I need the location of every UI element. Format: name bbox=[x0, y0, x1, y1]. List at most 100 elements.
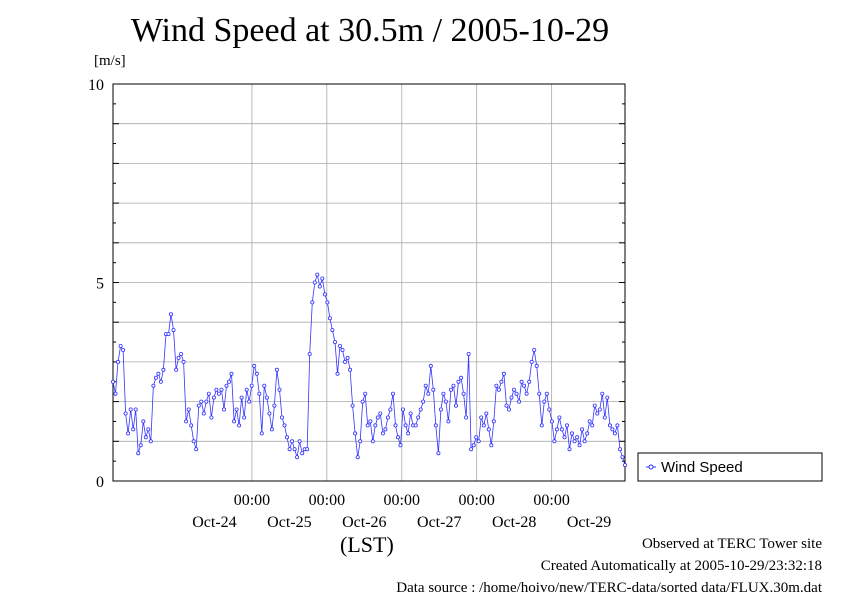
y-tick-label: 5 bbox=[96, 276, 104, 293]
data-point bbox=[443, 399, 448, 404]
data-point bbox=[118, 343, 123, 348]
data-point bbox=[436, 451, 441, 456]
data-point bbox=[620, 455, 625, 460]
y-tick-label: 0 bbox=[96, 474, 104, 491]
data-point bbox=[547, 407, 552, 412]
data-point bbox=[184, 419, 189, 424]
data-point bbox=[214, 387, 219, 392]
data-point bbox=[297, 439, 302, 444]
data-point bbox=[274, 367, 279, 372]
data-point bbox=[201, 411, 206, 416]
data-point bbox=[537, 391, 542, 396]
chart-grid bbox=[113, 84, 625, 481]
data-point bbox=[166, 332, 171, 337]
wind-speed-series bbox=[111, 272, 628, 468]
data-point bbox=[451, 383, 456, 388]
data-point bbox=[575, 435, 580, 440]
data-point bbox=[527, 379, 532, 384]
data-point bbox=[259, 431, 264, 436]
data-point bbox=[138, 443, 143, 448]
data-point bbox=[247, 399, 252, 404]
data-point bbox=[194, 447, 199, 452]
data-point bbox=[519, 379, 524, 384]
data-point bbox=[254, 371, 259, 376]
data-point bbox=[400, 407, 405, 412]
legend-label: Wind Speed bbox=[661, 459, 743, 476]
data-point bbox=[403, 423, 408, 428]
data-point bbox=[559, 427, 564, 432]
data-point bbox=[615, 423, 620, 428]
data-point bbox=[123, 411, 128, 416]
data-point bbox=[300, 451, 305, 456]
y-tick-label: 10 bbox=[88, 77, 104, 94]
data-point bbox=[600, 391, 605, 396]
x-tick-label-day: Oct-28 bbox=[492, 514, 536, 531]
data-point bbox=[151, 383, 156, 388]
data-point bbox=[413, 423, 418, 428]
data-point bbox=[388, 407, 393, 412]
series-line bbox=[112, 273, 626, 466]
data-point bbox=[512, 387, 517, 392]
data-point bbox=[363, 391, 368, 396]
data-point bbox=[380, 431, 385, 436]
data-point bbox=[464, 415, 469, 420]
data-point bbox=[131, 427, 136, 432]
data-point bbox=[337, 343, 342, 348]
data-point bbox=[607, 423, 612, 428]
data-point bbox=[282, 423, 287, 428]
x-tick-label-day: Oct-29 bbox=[567, 514, 611, 531]
data-point bbox=[612, 431, 617, 436]
data-point bbox=[448, 387, 453, 392]
data-point bbox=[350, 403, 355, 408]
data-point bbox=[113, 391, 118, 396]
data-point bbox=[355, 455, 360, 460]
footer-observed: Observed at TERC Tower site bbox=[641, 536, 822, 552]
data-point bbox=[353, 431, 358, 436]
data-point bbox=[340, 347, 345, 352]
x-tick-label-day: Oct-24 bbox=[192, 514, 236, 531]
data-point bbox=[262, 383, 267, 388]
data-point bbox=[206, 391, 211, 396]
data-point bbox=[239, 395, 244, 400]
data-point bbox=[496, 387, 501, 392]
data-point bbox=[370, 439, 375, 444]
data-point bbox=[549, 419, 554, 424]
x-tick-label-time: 00:00 bbox=[309, 492, 345, 509]
x-tick-label-time: 00:00 bbox=[458, 492, 494, 509]
data-point bbox=[481, 423, 486, 428]
data-point bbox=[348, 367, 353, 372]
data-point bbox=[277, 387, 282, 392]
data-point bbox=[136, 451, 141, 456]
legend-marker bbox=[648, 464, 654, 470]
data-point bbox=[143, 435, 148, 440]
data-point bbox=[196, 403, 201, 408]
data-point bbox=[224, 383, 229, 388]
axis-ticks bbox=[113, 83, 625, 482]
y-axis-unit: [m/s] bbox=[94, 53, 126, 69]
data-point bbox=[438, 407, 443, 412]
data-point bbox=[585, 431, 590, 436]
data-point bbox=[517, 399, 522, 404]
data-point bbox=[209, 415, 214, 420]
data-point bbox=[244, 387, 249, 392]
data-point bbox=[249, 383, 254, 388]
data-point bbox=[226, 379, 231, 384]
data-point bbox=[595, 411, 600, 416]
x-axis-label: (LST) bbox=[340, 532, 394, 557]
data-point bbox=[416, 415, 421, 420]
data-point bbox=[562, 435, 567, 440]
data-point bbox=[618, 447, 623, 452]
data-point bbox=[272, 403, 277, 408]
data-point bbox=[572, 439, 577, 444]
data-point bbox=[146, 427, 151, 432]
data-point bbox=[602, 415, 607, 420]
data-point bbox=[418, 407, 423, 412]
data-point bbox=[375, 415, 380, 420]
data-point bbox=[534, 363, 539, 368]
data-point bbox=[494, 383, 499, 388]
data-point bbox=[168, 312, 173, 317]
data-point bbox=[509, 395, 514, 400]
data-point bbox=[360, 399, 365, 404]
data-point bbox=[433, 423, 438, 428]
